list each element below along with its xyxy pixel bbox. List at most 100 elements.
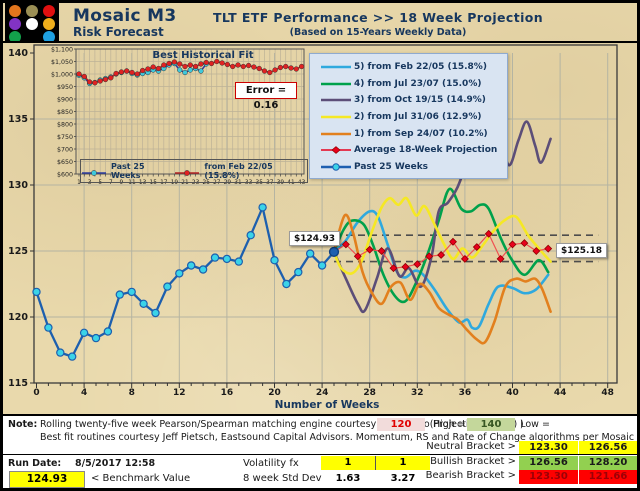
svg-text:15: 15 <box>150 180 158 186</box>
legend-swatch-icon <box>318 162 354 172</box>
volatility-fx-cell-1[interactable]: 1 <box>321 456 376 470</box>
svg-text:125: 125 <box>8 246 28 257</box>
neutral-bracket-low-cell[interactable]: 123.30 <box>519 441 578 455</box>
svg-text:36: 36 <box>459 388 472 398</box>
svg-text:$850: $850 <box>57 109 73 116</box>
projection-range-high-cell[interactable]: 140 <box>467 418 515 431</box>
svg-text:40: 40 <box>506 388 519 398</box>
svg-text:120: 120 <box>8 312 28 323</box>
svg-text:11: 11 <box>128 180 136 186</box>
inset-legend-swatch-icon <box>81 162 107 181</box>
volatility-fx-cell-2[interactable]: 1 <box>376 456 430 470</box>
svg-text:37: 37 <box>266 180 274 186</box>
header-divider <box>3 41 637 43</box>
svg-text:4: 4 <box>81 388 87 398</box>
bullish-bracket-label: Bullish Bracket > <box>430 456 516 467</box>
stddev-value-1: 1.63 <box>335 473 361 484</box>
svg-text:23: 23 <box>192 180 200 186</box>
bullish-bracket-low-cell[interactable]: 126.56 <box>519 456 578 470</box>
legend-swatch-icon <box>318 62 354 72</box>
svg-text:31: 31 <box>234 180 242 186</box>
logo-dot <box>43 18 55 30</box>
report-title: TLT ETF Performance >> 18 Week Projectio… <box>212 10 544 25</box>
legend-swatch-icon <box>318 95 354 105</box>
bullish-bracket-high-cell[interactable]: 128.20 <box>579 456 637 470</box>
svg-text:43: 43 <box>298 180 306 186</box>
bearish-bracket-label: Bearish Bracket > <box>425 470 516 481</box>
svg-text:44: 44 <box>554 388 567 398</box>
legend-swatch-icon <box>318 129 354 139</box>
svg-text:8: 8 <box>129 388 135 398</box>
stddev-value-2: 3.27 <box>390 473 416 484</box>
svg-text:33: 33 <box>245 180 253 186</box>
svg-text:$700: $700 <box>57 146 73 153</box>
svg-text:13: 13 <box>139 180 147 186</box>
svg-text:39: 39 <box>277 180 285 186</box>
svg-text:20: 20 <box>268 388 281 398</box>
svg-text:$1,050: $1,050 <box>51 59 73 66</box>
stddev-label: 8 week Std Dev <box>243 473 322 484</box>
svg-text:140: 140 <box>8 48 28 59</box>
footer-panel: Note: Rolling twenty-five week Pearson/S… <box>3 414 637 488</box>
legend-swatch-icon <box>318 79 354 89</box>
logo-dot <box>9 5 21 17</box>
run-date-label: Run Date: <box>8 458 62 469</box>
legend-item-label: Average 18-Week Projection <box>354 145 498 156</box>
logo-dot <box>9 31 21 43</box>
svg-text:21: 21 <box>181 180 189 186</box>
legend-item-label: 3) from Oct 19/15 (14.9%) <box>354 95 486 106</box>
logo-dot <box>9 18 21 30</box>
svg-text:115: 115 <box>8 378 28 389</box>
note-paren: ) <box>520 419 524 430</box>
svg-text:$650: $650 <box>57 159 73 166</box>
note-text-line1: Rolling twenty-five week Pearson/Spearma… <box>40 419 550 430</box>
inset-legend: Past 25 Weeks from Feb 22/05 (15.8%) <box>80 159 308 183</box>
svg-text:$600: $600 <box>57 171 73 178</box>
neutral-bracket-high-cell[interactable]: 126.56 <box>579 441 637 455</box>
svg-text:$900: $900 <box>57 96 73 103</box>
inset-legend-item: from Feb 22/05 (15.8%) <box>174 162 307 181</box>
svg-text:$1,000: $1,000 <box>51 71 73 78</box>
bearish-bracket-high-cell[interactable]: 121.66 <box>579 470 637 484</box>
note-text-line2: Best fit routines courtesy Jeff Pietsch,… <box>40 432 637 443</box>
projection-range-low-cell[interactable]: 120 <box>377 418 425 431</box>
inset-chart-title: Best Historical Fit <box>152 50 254 61</box>
svg-text:7: 7 <box>109 180 113 186</box>
projection-start-value-label: $124.93 <box>289 231 340 246</box>
svg-text:48: 48 <box>601 388 614 398</box>
note-label: Note: <box>8 419 38 430</box>
legend-item: 3) from Oct 19/15 (14.9%) <box>310 92 507 109</box>
benchmark-value-cell[interactable]: 124.93 <box>9 471 85 488</box>
legend-item: 1) from Sep 24/07 (10.2%) <box>310 125 507 142</box>
logo-dot <box>26 31 38 43</box>
report-subtitle: (Based on 15-Years Weekly Data) <box>289 27 467 38</box>
svg-text:$800: $800 <box>57 121 73 128</box>
legend-item-label: 5) from Feb 22/05 (15.8%) <box>354 62 487 73</box>
svg-text:Number of Weeks: Number of Weeks <box>275 399 380 411</box>
svg-text:130: 130 <box>8 180 28 191</box>
inset-legend-item: Past 25 Weeks <box>81 162 174 181</box>
legend-item: 2) from Jul 31/06 (12.9%) <box>310 109 507 126</box>
svg-text:3: 3 <box>88 180 92 186</box>
svg-text:1: 1 <box>77 180 81 186</box>
svg-text:25: 25 <box>203 180 211 186</box>
benchmark-label: < Benchmark Value <box>91 473 191 484</box>
best-historical-fit-chart: $1,100 $1,050 $1,000 $950 $900 $850 $800 $750 $7… <box>51 46 306 186</box>
svg-text:9: 9 <box>120 180 124 186</box>
high-label: High = <box>433 419 466 430</box>
legend-item: 5) from Feb 22/05 (15.8%) <box>310 59 507 76</box>
brand-title: Mosaic M3 <box>73 6 177 26</box>
mosaic-logo <box>5 3 59 43</box>
legend-item: Average 18-Week Projection <box>310 142 507 159</box>
legend-item: Past 25 Weeks <box>310 159 507 176</box>
logo-dot <box>43 5 55 17</box>
brand-subtitle: Risk Forecast <box>73 25 164 39</box>
svg-text:32: 32 <box>411 388 424 398</box>
projection-end-value-label: $125.18 <box>556 243 607 258</box>
bearish-bracket-low-cell[interactable]: 123.30 <box>519 470 578 484</box>
svg-text:12: 12 <box>173 388 186 398</box>
legend-swatch-icon <box>318 112 354 122</box>
svg-text:29: 29 <box>224 180 232 186</box>
svg-text:5: 5 <box>98 180 102 186</box>
